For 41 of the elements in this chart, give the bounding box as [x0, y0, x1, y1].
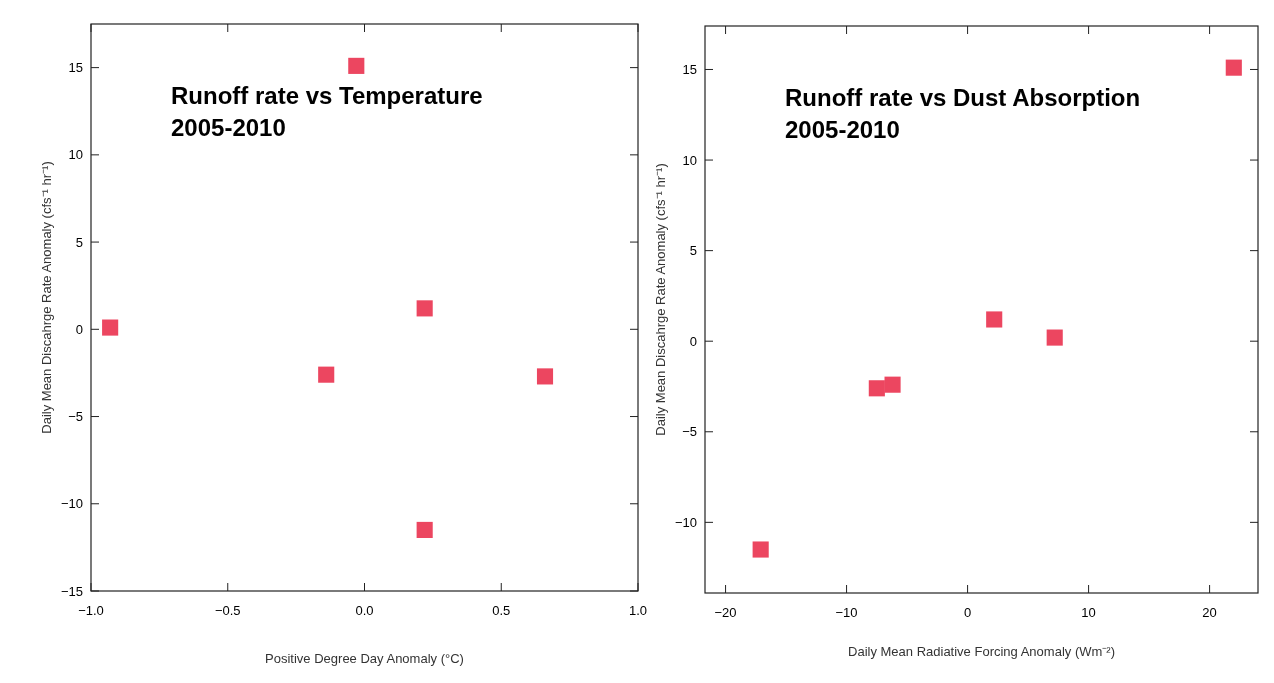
y-tick-label: 15 [682, 61, 697, 77]
point [986, 311, 1003, 328]
point [536, 368, 554, 385]
y-tick-label: 15 [68, 60, 83, 76]
x-tick-label: 0 [963, 605, 972, 620]
y-tick-label: 0 [75, 321, 83, 337]
point [752, 541, 769, 558]
point [318, 366, 335, 383]
point [868, 380, 885, 397]
y-tick-label: 0 [689, 333, 697, 349]
y-tick-label: 5 [689, 243, 697, 259]
point [1225, 59, 1242, 76]
x-tick-label: 20 [1202, 605, 1217, 620]
y-tick-label: 10 [682, 152, 697, 168]
x-tick-label: 1.0 [628, 603, 648, 618]
point [1046, 329, 1063, 346]
point [416, 521, 433, 538]
x-axis-title: Daily Mean Radiative Forcing Anomaly (Wm⁻²) [848, 644, 1115, 659]
y-tick-label: −15 [60, 583, 83, 599]
x-tick-label: 0.0 [355, 603, 374, 618]
x-tick-label: −0.5 [214, 603, 241, 618]
y-axis-title: Daily Mean Discahrge Rate Anomaly (cfs⁻¹ hr⁻¹) [39, 161, 54, 434]
y-tick-label: −10 [60, 496, 83, 512]
y-tick-label: −10 [674, 514, 697, 530]
point [102, 319, 119, 336]
text: Runoff rate vs Dust Absorption 2005-2010 [785, 84, 1141, 143]
point [348, 57, 365, 74]
x-tick-label: 0.5 [492, 603, 511, 618]
y-axis-title: Daily Mean Discahrge Rate Anomaly (cfs⁻¹ hr⁻¹) [653, 163, 668, 436]
y-tick-label: 5 [75, 234, 83, 250]
y-tick-label: 10 [68, 147, 83, 163]
y-tick-label: −5 [68, 409, 83, 425]
text: Runoff rate vs Temperature 2005-2010 [171, 82, 483, 141]
y-tick-label: −5 [682, 424, 697, 440]
point [416, 300, 433, 317]
x-tick-label: −20 [714, 605, 737, 620]
x-axis-title: Positive Degree Day Anomaly (°C) [265, 651, 464, 666]
x-tick-label: −1.0 [78, 603, 104, 618]
x-tick-label: −10 [835, 605, 858, 620]
x-tick-label: 10 [1081, 605, 1096, 620]
point [884, 376, 901, 393]
